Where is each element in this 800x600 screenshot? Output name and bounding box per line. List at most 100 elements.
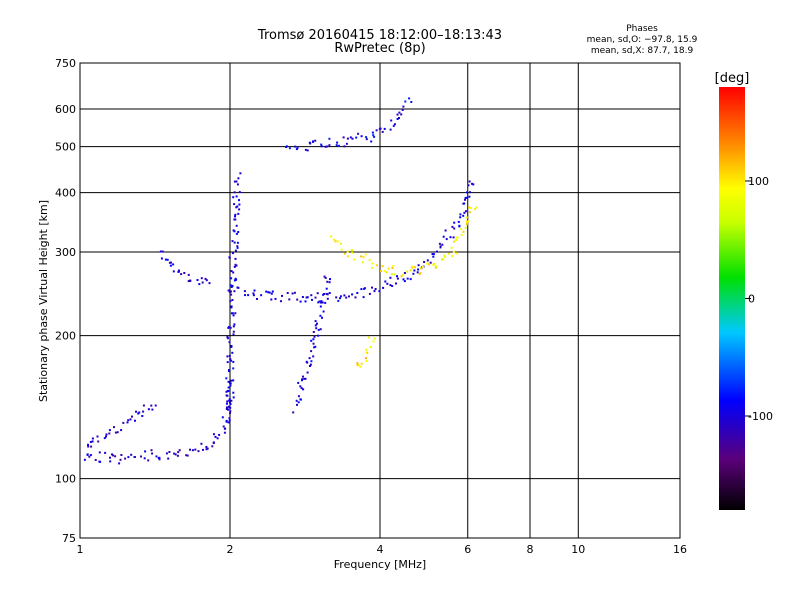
scatter-point — [212, 442, 215, 445]
scatter-point — [160, 257, 163, 260]
scatter-point — [456, 236, 459, 239]
scatter-point — [452, 250, 455, 253]
scatter-point — [434, 265, 437, 268]
scatter-point — [329, 278, 331, 281]
scatter-point — [356, 292, 359, 294]
scatter-point — [124, 457, 127, 460]
scatter-point — [94, 459, 97, 461]
scatter-point — [233, 279, 236, 282]
scatter-point — [467, 184, 470, 187]
scatter-point — [230, 286, 233, 288]
scatter-point — [317, 334, 320, 337]
scatter-point — [232, 333, 235, 336]
scatter-point — [108, 432, 111, 435]
scatter-point — [260, 294, 263, 297]
scatter-point — [130, 453, 133, 456]
scatter-point — [144, 450, 147, 453]
scatter-point — [328, 144, 331, 147]
scatter-point — [411, 266, 414, 269]
scatter-point — [131, 415, 133, 418]
scatter-point — [467, 220, 470, 223]
scatter-point — [226, 335, 229, 338]
scatter-point — [297, 381, 300, 384]
scatter-point — [320, 300, 323, 303]
scatter-point — [328, 137, 331, 140]
scatter-point — [227, 386, 230, 389]
scatter-point — [232, 367, 235, 370]
scatter-point — [119, 458, 122, 461]
scatter-point — [419, 267, 422, 270]
scatter-point — [343, 294, 346, 297]
scatter-point — [226, 402, 228, 405]
scatter-point — [325, 145, 328, 148]
scatter-point — [228, 399, 231, 402]
scatter-point — [312, 342, 315, 345]
scatter-point — [340, 295, 342, 298]
scatter-point — [147, 459, 150, 462]
scatter-point — [296, 298, 299, 301]
scatter-point — [322, 310, 325, 313]
scatter-point — [311, 298, 313, 301]
scatter-point — [230, 359, 233, 362]
scatter-point — [389, 276, 392, 279]
scatter-point — [231, 351, 234, 354]
scatter-point — [238, 208, 241, 211]
scatter-point — [228, 355, 231, 357]
scatter-point — [238, 191, 241, 194]
scatter-point — [447, 252, 450, 255]
scatter-point — [233, 203, 236, 206]
scatter-point — [97, 440, 100, 443]
scatter-point — [334, 240, 337, 243]
scatter-point — [91, 437, 94, 440]
scatter-point — [126, 421, 129, 424]
scatter-point — [200, 277, 203, 280]
scatter-point — [310, 339, 313, 342]
scatter-point — [393, 123, 396, 126]
scatter-point — [143, 457, 146, 460]
y-tick-label: 400 — [55, 187, 76, 200]
scatter-point — [339, 297, 341, 300]
scatter-point — [357, 132, 360, 135]
scatter-point — [345, 142, 348, 145]
scatter-point — [360, 255, 363, 258]
scatter-point — [213, 433, 215, 436]
scatter-point — [133, 456, 136, 458]
scatter-point — [396, 277, 399, 280]
scatter-point — [398, 111, 401, 114]
scatter-point — [187, 280, 190, 283]
plot-frame — [79, 62, 681, 539]
scatter-point — [396, 118, 399, 120]
scatter-point — [230, 290, 232, 293]
scatter-point — [288, 298, 291, 301]
scatter-point — [228, 405, 230, 408]
scatter-point — [441, 258, 443, 261]
scatter-point — [233, 265, 236, 268]
scatter-point — [176, 454, 179, 457]
scatter-point — [225, 394, 228, 397]
scatter-point — [216, 437, 219, 440]
scatter-point — [323, 293, 326, 295]
scatter-point — [335, 296, 338, 299]
scatter-point — [235, 224, 238, 227]
scatter-point — [421, 265, 424, 268]
scatter-point — [270, 292, 273, 295]
scatter-point — [229, 284, 232, 287]
scatter-point — [416, 271, 419, 274]
y-axis-label: Stationary phase Virtual Height [km] — [37, 200, 50, 402]
scatter-point — [462, 214, 465, 217]
scatter-point — [177, 270, 180, 273]
scatter-point — [150, 404, 153, 407]
scatter-point — [445, 238, 448, 241]
scatter-point — [460, 228, 463, 231]
scatter-point — [231, 252, 234, 255]
scatter-point — [114, 455, 117, 458]
scatter-point — [226, 355, 229, 358]
scatter-point — [127, 456, 130, 459]
scatter-point — [314, 139, 317, 142]
scatter-point — [391, 267, 394, 269]
scatter-point — [465, 223, 468, 226]
x-axis-label: Frequency [MHz] — [334, 558, 426, 571]
scatter-point — [398, 117, 400, 119]
scatter-point — [312, 331, 315, 333]
scatter-point — [367, 336, 370, 339]
